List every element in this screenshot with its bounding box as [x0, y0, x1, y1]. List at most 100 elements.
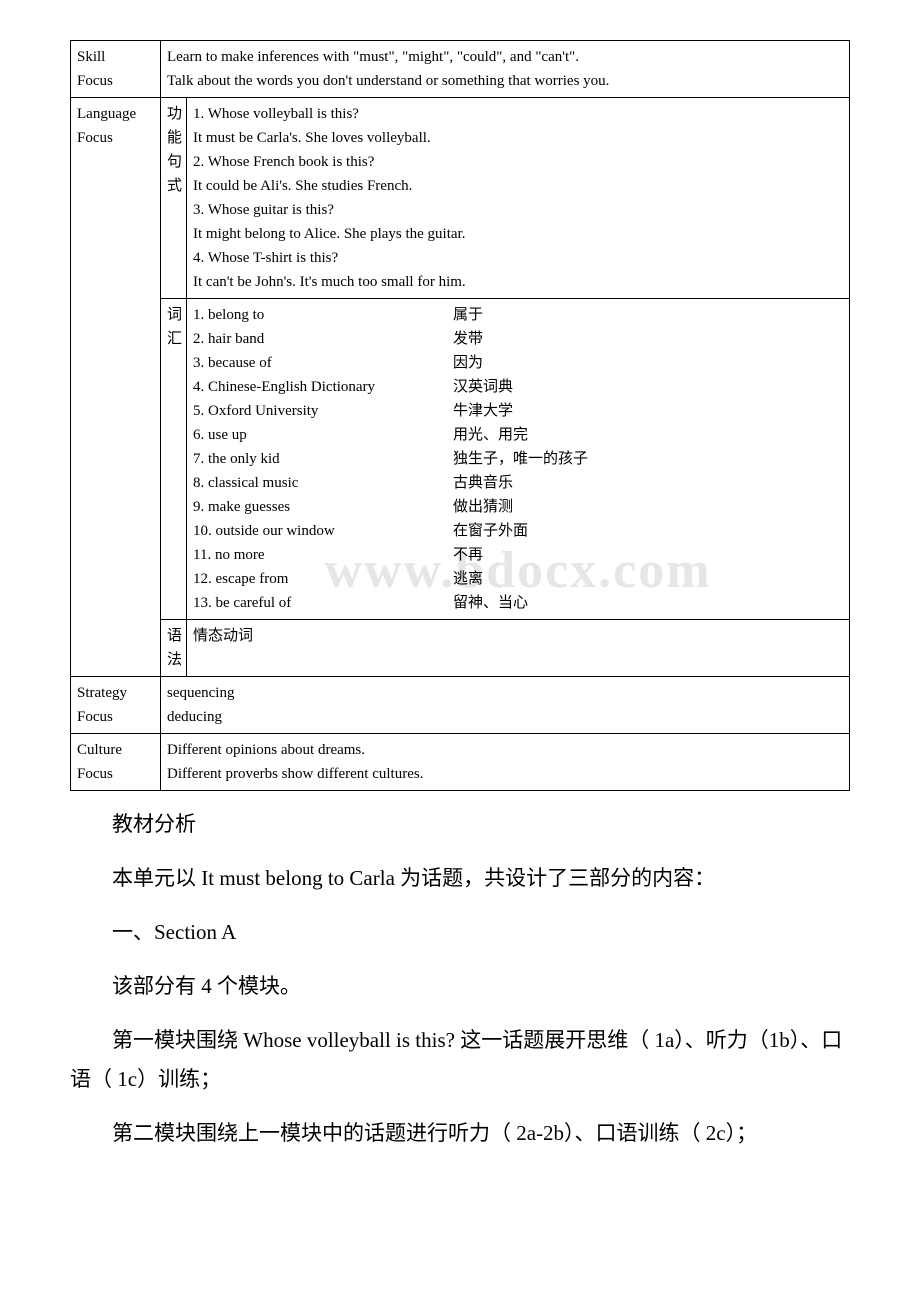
vocab-list: 1. belong to属于2. hair band发带3. because o… [193, 303, 843, 615]
vocab-en: 11. no more [193, 543, 453, 567]
vocab-en: 3. because of [193, 351, 453, 375]
vocab-item: 13. be careful of留神、当心 [193, 591, 843, 615]
vocab-zh: 牛津大学 [453, 399, 513, 423]
text: 1. Whose volleyball is this? [193, 102, 843, 126]
vocab-en: 2. hair band [193, 327, 453, 351]
text: 3. Whose guitar is this? [193, 198, 843, 222]
vocab-item: 2. hair band发带 [193, 327, 843, 351]
table-row: Strategy Focus sequencing deducing [71, 677, 850, 734]
vocab-zh: 发带 [453, 327, 483, 351]
cell-func-content: 1. Whose volleyball is this? It must be … [187, 98, 850, 299]
vocab-zh: 独生子，唯一的孩子 [453, 447, 588, 471]
cell-skill-content: Learn to make inferences with "must", "m… [161, 41, 850, 98]
vocab-en: 8. classical music [193, 471, 453, 495]
cell-grammar-content: 情态动词 [187, 620, 850, 677]
table-row: 语 法 情态动词 [71, 620, 850, 677]
vocab-item: 9. make guesses做出猜测 [193, 495, 843, 519]
paragraph: 本单元以 It must belong to Carla 为话题，共设计了三部分… [70, 859, 850, 899]
text: 本单元以 It must belong to Carla 为话题，共设计了三部分… [112, 866, 715, 890]
label-text: Strategy [77, 685, 127, 701]
text: 第二模块围绕上一模块中的话题进行听力（ 2a-2b）、口语训练（ 2c）； [112, 1121, 757, 1145]
vocab-en: 1. belong to [193, 303, 453, 327]
vocab-en: 6. use up [193, 423, 453, 447]
cell-skill-label: Skill Focus [71, 41, 161, 98]
vocab-en: 4. Chinese-English Dictionary [193, 375, 453, 399]
vocab-en: 12. escape from [193, 567, 453, 591]
focus-table: Skill Focus Learn to make inferences wit… [70, 40, 850, 791]
vocab-zh: 留神、当心 [453, 591, 528, 615]
cell-strategy-content: sequencing deducing [161, 677, 850, 734]
vocab-zh: 做出猜测 [453, 495, 513, 519]
text: 2. Whose French book is this? [193, 150, 843, 174]
vocab-zh: 在窗子外面 [453, 519, 528, 543]
table-row: Language Focus 功 能 句 式 1. Whose volleyba… [71, 98, 850, 299]
text: Different proverbs show different cultur… [167, 766, 423, 782]
sub-text: 能 [167, 130, 182, 146]
vocab-zh: 不再 [453, 543, 483, 567]
sub-text: 词 [167, 307, 182, 323]
vocab-zh: 用光、用完 [453, 423, 528, 447]
vocab-item: 11. no more不再 [193, 543, 843, 567]
vocab-zh: 汉英词典 [453, 375, 513, 399]
table-row: 词 汇 www.bdocx.com 1. belong to属于2. hair … [71, 299, 850, 620]
text: Talk about the words you don't understan… [167, 73, 609, 89]
text: 第一模块围绕 Whose volleyball is this? 这一话题展开思… [70, 1028, 842, 1092]
label-text: Skill [77, 49, 105, 65]
cell-language-label: Language Focus [71, 98, 161, 677]
cell-culture-content: Different opinions about dreams. Differe… [161, 734, 850, 791]
cell-sub-grammar: 语 法 [161, 620, 187, 677]
text: sequencing [167, 685, 234, 701]
cell-strategy-label: Strategy Focus [71, 677, 161, 734]
vocab-en: 10. outside our window [193, 519, 453, 543]
cell-culture-label: Culture Focus [71, 734, 161, 791]
vocab-item: 10. outside our window在窗子外面 [193, 519, 843, 543]
paragraph: 该部分有 4 个模块。 [70, 967, 850, 1007]
body-text: 教材分析 本单元以 It must belong to Carla 为话题，共设… [70, 805, 850, 1154]
vocab-en: 9. make guesses [193, 495, 453, 519]
cell-sub-func: 功 能 句 式 [161, 98, 187, 299]
sub-text: 式 [167, 178, 182, 194]
text: 4. Whose T-shirt is this? [193, 246, 843, 270]
text: deducing [167, 709, 222, 725]
text: Different opinions about dreams. [167, 742, 365, 758]
sub-text: 功 [167, 106, 182, 122]
paragraph: 第一模块围绕 Whose volleyball is this? 这一话题展开思… [70, 1021, 850, 1101]
text: It can't be John's. It's much too small … [193, 270, 843, 294]
text: 情态动词 [193, 628, 253, 644]
vocab-item: 4. Chinese-English Dictionary汉英词典 [193, 375, 843, 399]
text: It might belong to Alice. She plays the … [193, 222, 843, 246]
vocab-en: 13. be careful of [193, 591, 453, 615]
vocab-item: 3. because of因为 [193, 351, 843, 375]
label-text: Culture [77, 742, 122, 758]
vocab-zh: 古典音乐 [453, 471, 513, 495]
cell-vocab-content: www.bdocx.com 1. belong to属于2. hair band… [187, 299, 850, 620]
label-text: Focus [77, 709, 113, 725]
vocab-en: 5. Oxford University [193, 399, 453, 423]
table-row: Skill Focus Learn to make inferences wit… [71, 41, 850, 98]
label-text: Language [77, 106, 136, 122]
sub-text: 语 [167, 628, 182, 644]
text: Learn to make inferences with "must", "m… [167, 49, 579, 65]
cell-sub-vocab: 词 汇 [161, 299, 187, 620]
paragraph: 第二模块围绕上一模块中的话题进行听力（ 2a-2b）、口语训练（ 2c）； [70, 1114, 850, 1154]
vocab-item: 12. escape from逃离 [193, 567, 843, 591]
label-text: Focus [77, 766, 113, 782]
vocab-item: 7. the only kid独生子，唯一的孩子 [193, 447, 843, 471]
vocab-item: 8. classical music古典音乐 [193, 471, 843, 495]
sub-text: 法 [167, 652, 182, 668]
vocab-item: 6. use up用光、用完 [193, 423, 843, 447]
paragraph: 教材分析 [70, 805, 850, 845]
vocab-zh: 属于 [453, 303, 483, 327]
vocab-zh: 逃离 [453, 567, 483, 591]
vocab-item: 5. Oxford University牛津大学 [193, 399, 843, 423]
sub-text: 句 [167, 154, 182, 170]
label-text: Focus [77, 73, 113, 89]
label-text: Focus [77, 130, 113, 146]
table-row: Culture Focus Different opinions about d… [71, 734, 850, 791]
vocab-en: 7. the only kid [193, 447, 453, 471]
sub-text: 汇 [167, 331, 182, 347]
text: It could be Ali's. She studies French. [193, 174, 843, 198]
vocab-item: 1. belong to属于 [193, 303, 843, 327]
text: It must be Carla's. She loves volleyball… [193, 126, 843, 150]
vocab-zh: 因为 [453, 351, 483, 375]
